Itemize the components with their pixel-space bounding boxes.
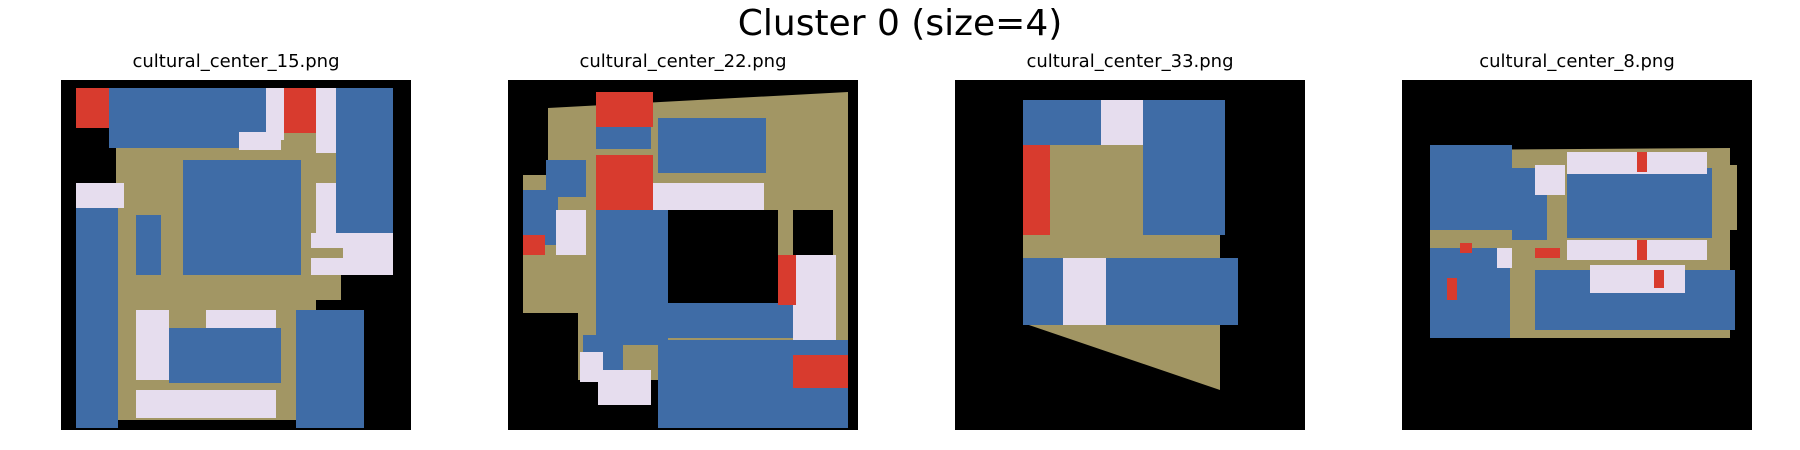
room bbox=[658, 118, 766, 173]
accent-room bbox=[1023, 145, 1050, 235]
floorplan-image bbox=[1402, 80, 1752, 430]
room bbox=[183, 160, 301, 275]
light-room bbox=[136, 310, 169, 380]
panel-title: cultural_center_8.png bbox=[1479, 51, 1675, 72]
room bbox=[296, 310, 364, 428]
light-room bbox=[136, 390, 276, 418]
room bbox=[596, 210, 668, 345]
panel-title: cultural_center_22.png bbox=[579, 51, 787, 72]
floorplan-image bbox=[955, 80, 1305, 430]
light-room bbox=[598, 370, 651, 405]
light-room bbox=[651, 183, 764, 210]
room bbox=[1023, 100, 1101, 145]
accent-room bbox=[1637, 152, 1647, 172]
room bbox=[1430, 248, 1510, 338]
accent-room bbox=[1460, 243, 1472, 253]
light-room bbox=[206, 310, 276, 328]
accent-room bbox=[76, 88, 109, 128]
light-room bbox=[793, 255, 836, 340]
room bbox=[76, 208, 118, 428]
room bbox=[1567, 168, 1712, 238]
room bbox=[1143, 100, 1225, 235]
room bbox=[1023, 258, 1238, 325]
light-room bbox=[316, 88, 336, 153]
panel-title: cultural_center_33.png bbox=[1026, 51, 1234, 72]
panel-title: cultural_center_15.png bbox=[132, 51, 340, 72]
room bbox=[169, 328, 281, 383]
courtyard bbox=[668, 210, 778, 305]
accent-room bbox=[793, 355, 848, 388]
accent-room bbox=[284, 88, 316, 133]
room bbox=[658, 303, 808, 338]
accent-room bbox=[596, 155, 653, 210]
light-room bbox=[1535, 165, 1565, 195]
light-room bbox=[266, 88, 284, 140]
light-room bbox=[76, 183, 124, 208]
accent-room bbox=[596, 92, 653, 127]
accent-room bbox=[1535, 248, 1560, 258]
figure-title: Cluster 0 (size=4) bbox=[737, 3, 1063, 44]
light-room bbox=[580, 352, 603, 382]
corridor-strip bbox=[311, 248, 343, 258]
light-room bbox=[239, 132, 281, 150]
room bbox=[336, 88, 393, 258]
light-room bbox=[316, 183, 336, 233]
light-room bbox=[1497, 248, 1512, 268]
light-room bbox=[1590, 265, 1685, 293]
accent-room bbox=[1654, 270, 1664, 288]
floorplan-image bbox=[508, 80, 858, 430]
accent-room bbox=[523, 235, 545, 255]
accent-room bbox=[1637, 240, 1647, 260]
light-room bbox=[556, 210, 586, 255]
accent-room bbox=[778, 255, 796, 305]
room bbox=[596, 127, 651, 149]
room bbox=[136, 215, 161, 275]
floorplan-image bbox=[61, 80, 411, 430]
accent-room bbox=[1447, 278, 1457, 300]
light-room bbox=[1101, 100, 1143, 145]
light-room bbox=[1063, 258, 1106, 325]
room bbox=[1430, 145, 1512, 230]
